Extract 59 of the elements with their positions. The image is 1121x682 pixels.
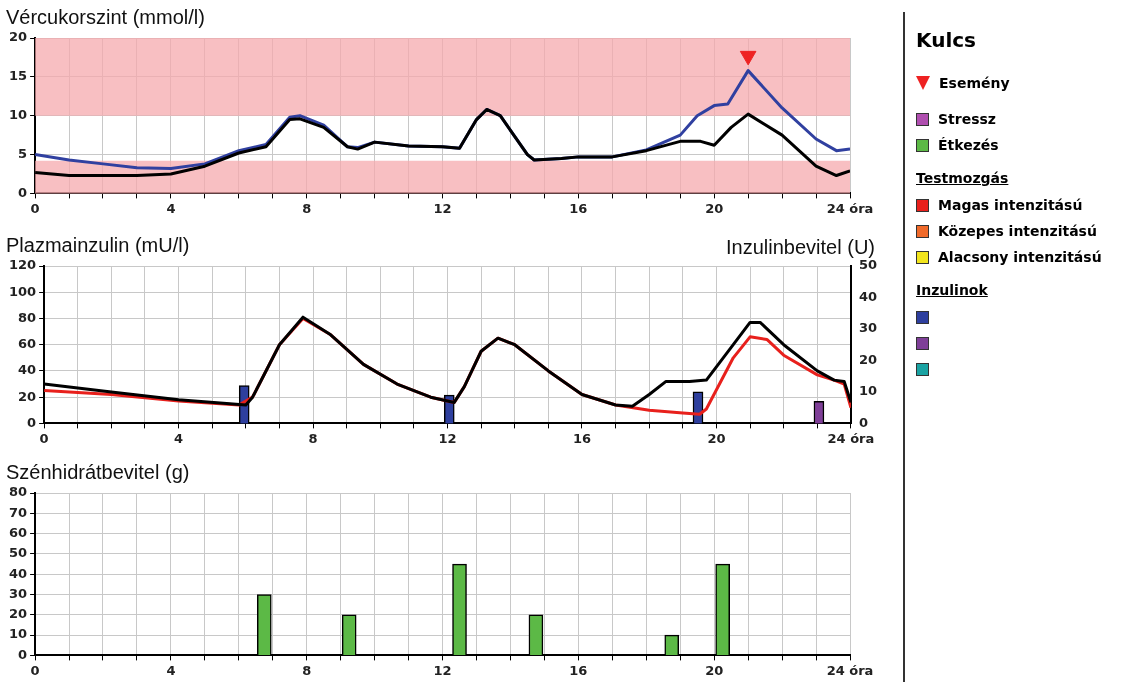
category-label: Alacsony intenzitású — [938, 249, 1102, 265]
x-tick-label: 12 — [433, 662, 452, 678]
x-tick-label: 0 — [39, 430, 49, 446]
y-tick-label: 10 — [9, 626, 28, 642]
x-tick-label: 20 — [705, 200, 724, 216]
y-tick-label: 40 — [18, 362, 37, 378]
chart-title: Szénhidrátbevitel (g) — [6, 460, 190, 483]
y-tick-label: 70 — [9, 504, 28, 520]
x-tick-label: 8 — [302, 662, 312, 678]
y2-tick-label: 0 — [858, 414, 868, 430]
x-tick-label: 16 — [572, 430, 592, 446]
x-tick-label: 20 — [707, 430, 726, 446]
y-tick-label: 60 — [9, 524, 28, 540]
x-tick-label: 16 — [569, 662, 588, 678]
category-label: Magas intenzitású — [938, 197, 1083, 213]
x-tick-label: 4 — [174, 430, 184, 446]
y-tick-label: 50 — [9, 545, 28, 561]
x-tick-label: 24 óra — [827, 430, 875, 446]
text: Inzulinok — [916, 282, 989, 300]
chart-title: Vércukorszint (mmol/l) — [6, 5, 205, 28]
y-tick-label: 5 — [18, 145, 28, 161]
x-tick-label: 4 — [166, 662, 176, 678]
x-tick-label: 24 óra — [826, 662, 874, 678]
category-label: Stressz — [938, 111, 996, 127]
y-tick-label: 80 — [9, 484, 28, 500]
y2-axis-title: Inzulinbevitel (U) — [726, 235, 875, 258]
x-tick-label: 8 — [308, 430, 318, 446]
chart-title: Plazmainzulin (mU/l) — [6, 233, 190, 256]
x-tick-label: 8 — [302, 200, 312, 216]
y2-tick-label: 20 — [858, 351, 877, 367]
x-tick-label: 16 — [569, 200, 588, 216]
category-label: Étkezés — [938, 137, 999, 153]
x-tick-label: 12 — [438, 430, 457, 446]
y-tick-label: 20 — [9, 606, 28, 622]
y-tick-label: 120 — [9, 257, 37, 273]
x-tick-label: 12 — [433, 200, 452, 216]
y-tick-label: 0 — [18, 184, 28, 200]
y-tick-label: 30 — [9, 585, 28, 601]
x-tick-label: 20 — [705, 662, 724, 678]
y2-tick-label: 50 — [858, 257, 877, 273]
y-tick-label: 80 — [18, 309, 37, 325]
text: Kulcs — [916, 28, 977, 52]
y2-tick-label: 40 — [858, 288, 877, 304]
y-tick-label: 10 — [9, 107, 28, 123]
y-tick-label: 20 — [9, 29, 28, 45]
y-tick-label: 15 — [9, 68, 28, 84]
y2-tick-label: 10 — [858, 383, 877, 399]
text: Testmozgás — [916, 170, 1010, 188]
y-tick-label: 40 — [9, 565, 28, 581]
y-tick-label: 60 — [18, 336, 37, 352]
category-label: Esemény — [939, 75, 1010, 91]
x-tick-label: 24 óra — [826, 200, 874, 216]
y-tick-label: 0 — [18, 646, 28, 662]
category-label: Közepes intenzitású — [938, 223, 1097, 239]
y2-tick-label: 30 — [858, 320, 877, 336]
x-tick-label: 4 — [166, 200, 176, 216]
y-tick-label: 0 — [27, 414, 37, 430]
y-tick-label: 100 — [9, 283, 37, 299]
y-tick-label: 20 — [18, 388, 37, 404]
